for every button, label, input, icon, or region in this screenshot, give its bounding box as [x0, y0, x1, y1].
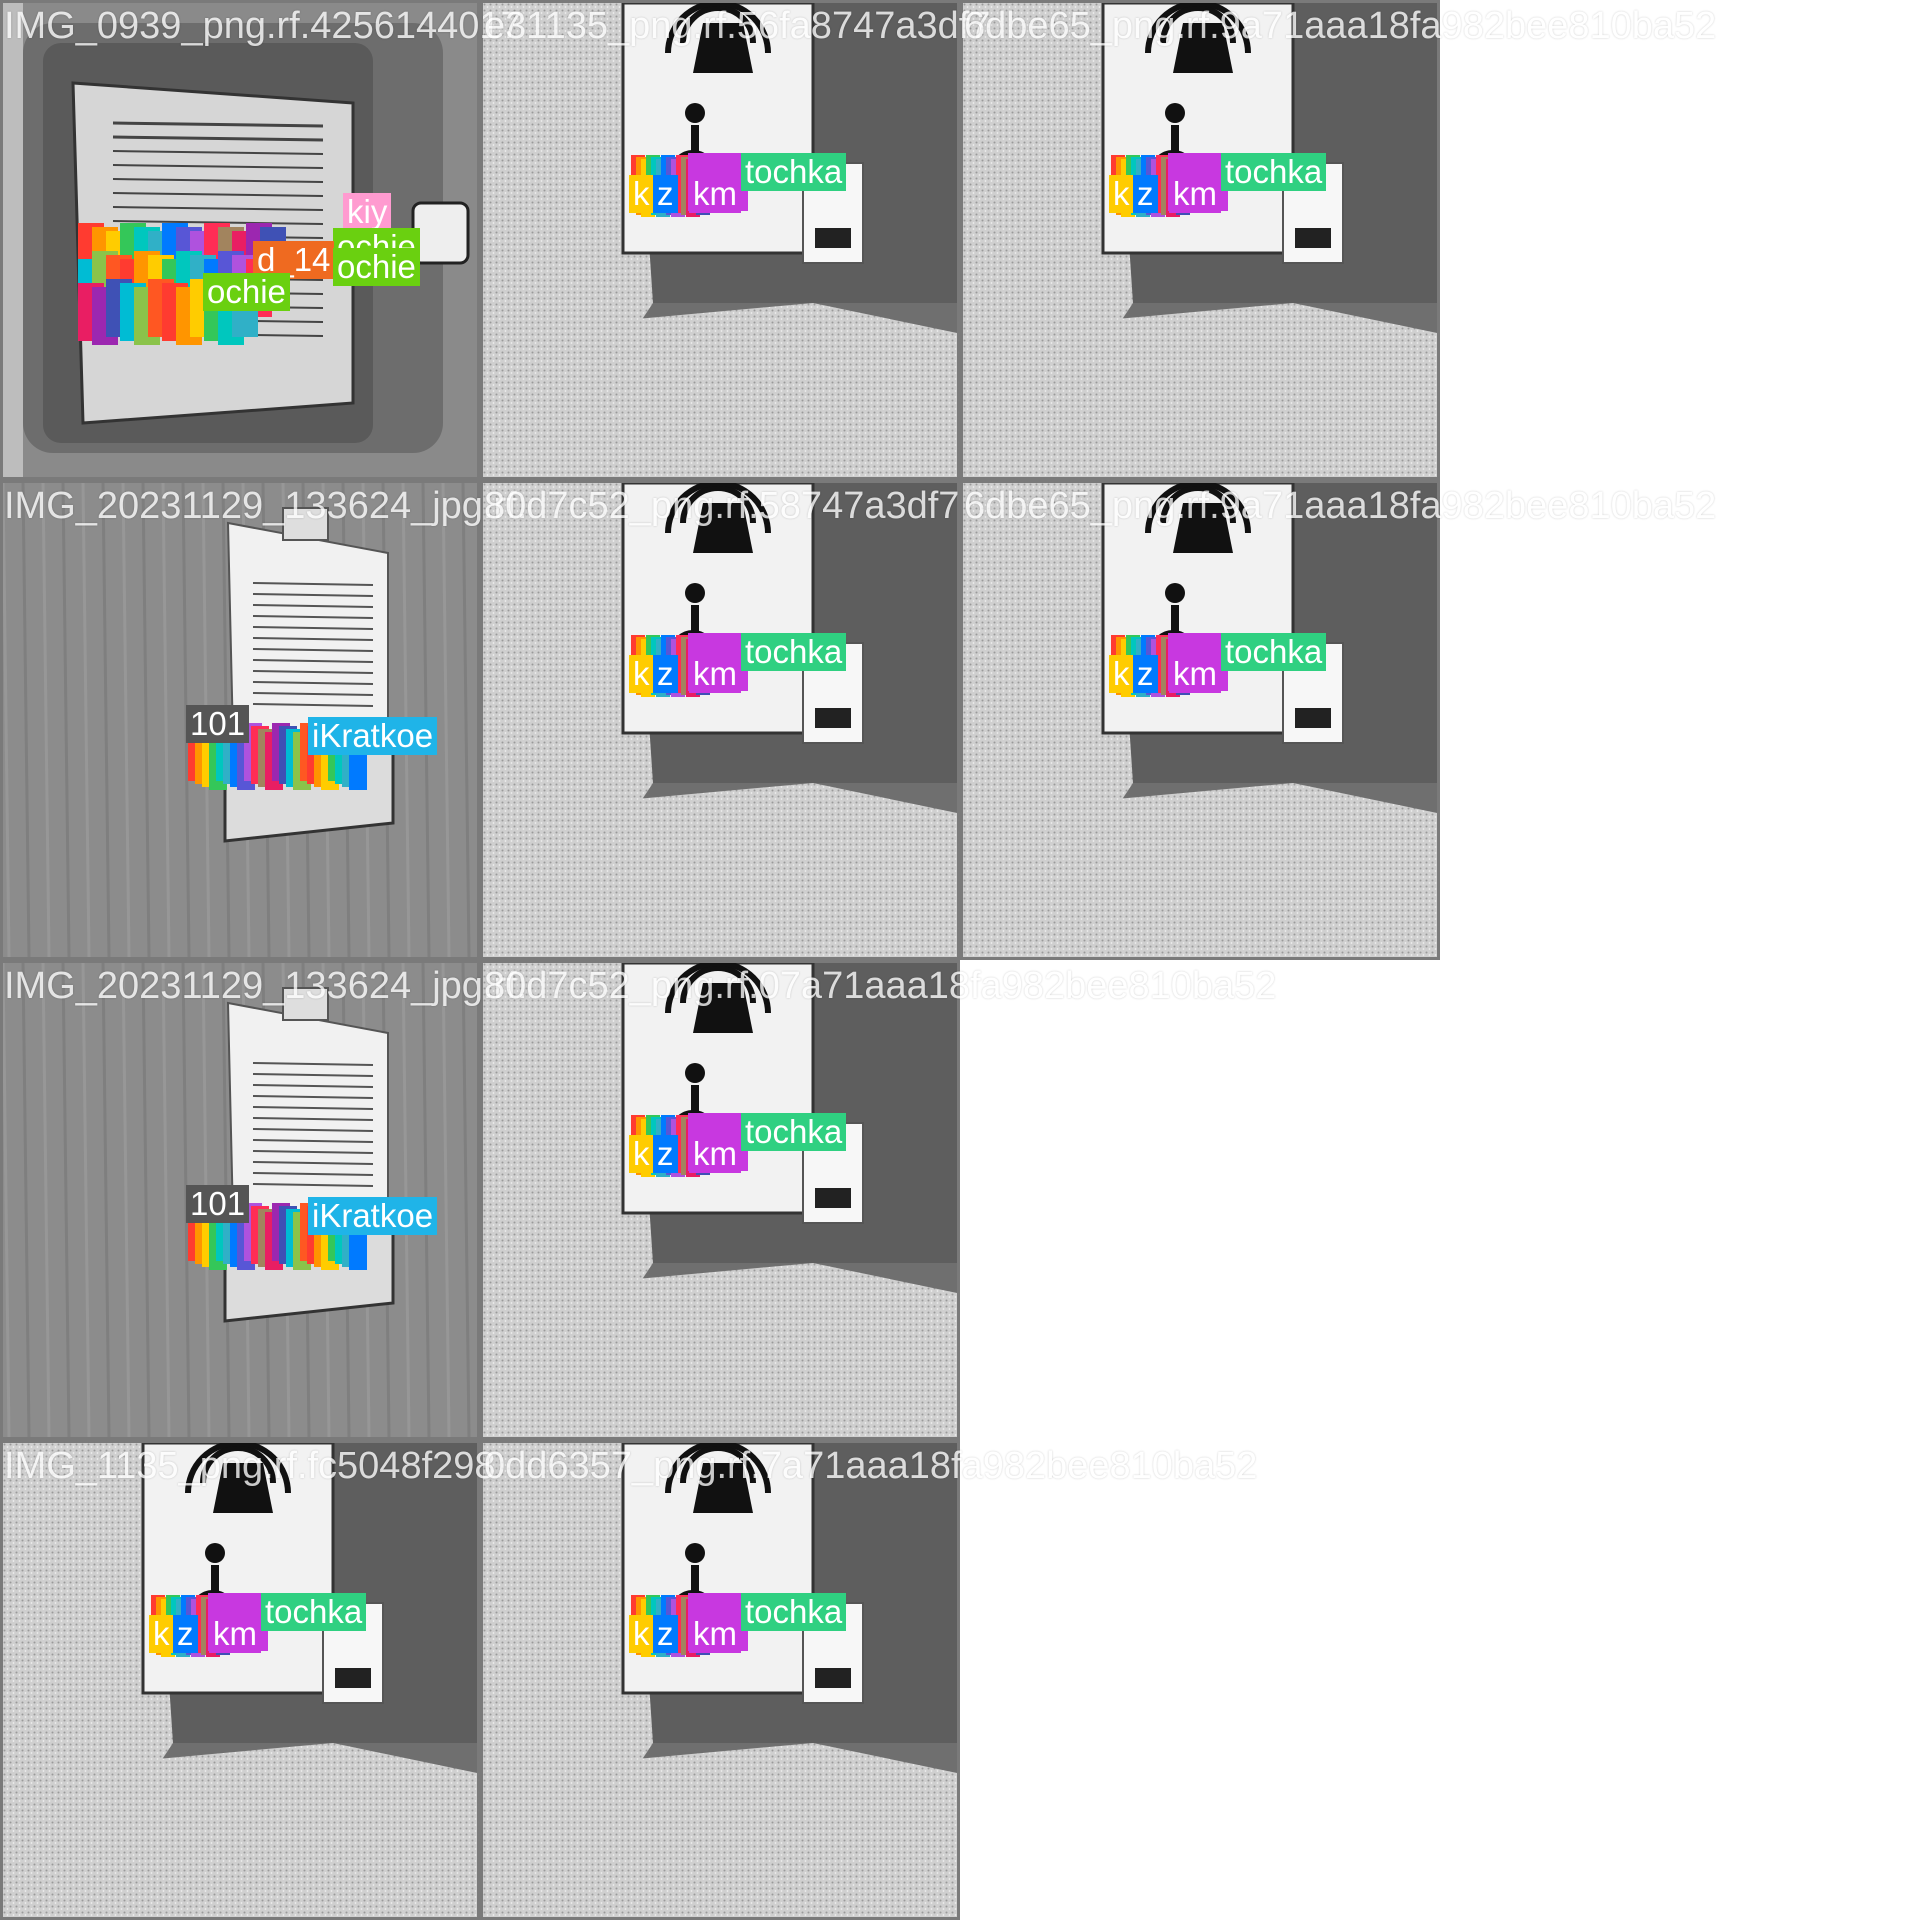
- detection-label-z: z: [653, 655, 678, 693]
- detection-label-room-number: 101: [186, 1185, 250, 1223]
- detection-label-km: km: [209, 1615, 261, 1653]
- image-tile-7: iKratkoe 101: [0, 960, 480, 1440]
- detection-label-tochka: tochka: [1221, 633, 1327, 671]
- detection-overlay: tochka km k z: [963, 483, 1437, 957]
- detection-label-k: k: [1109, 655, 1134, 693]
- tile-caption: e31135_png.rf.56fa8747a3df7: [484, 5, 991, 47]
- tile-caption: 80d7c52_png.rf.58747a3df7: [484, 485, 960, 527]
- detection-label-z: z: [1133, 655, 1158, 693]
- tile-caption: IMG_20231129_133624_jpg.rf.: [4, 965, 528, 1007]
- detection-overlay: iKratkoe 101: [3, 483, 477, 957]
- tile-caption: 80d7c52_png.rf.07a71aaa18fa982bee810ba52: [484, 965, 1277, 1007]
- detection-label-tochka: tochka: [741, 1113, 847, 1151]
- detection-label-z: z: [653, 175, 678, 213]
- detection-label-tochka: tochka: [261, 1593, 367, 1631]
- detection-label-k: k: [629, 1135, 654, 1173]
- detection-label-k: k: [629, 1615, 654, 1653]
- image-tile-10: tochka km k z: [480, 1440, 960, 1920]
- detection-overlay: tochka km k z: [963, 3, 1437, 477]
- detection-label-z: z: [653, 1135, 678, 1173]
- detection-overlay: tochka km k z: [483, 483, 957, 957]
- detection-overlay: tochka km k z: [483, 1443, 957, 1917]
- detection-label-km: km: [1169, 175, 1221, 213]
- detection-label-ikratkoe: iKratkoe: [308, 1197, 438, 1235]
- tile-caption: IMG_1135_png.rf.fc5048f298: [4, 1445, 496, 1487]
- photo-button: [483, 1443, 957, 1917]
- detection-label-z: z: [173, 1615, 198, 1653]
- detection-label-ochie: ochie: [333, 248, 420, 286]
- image-tile-1: kiy ochie d_14 ochie ochie: [0, 0, 480, 480]
- photo-button: [483, 3, 957, 477]
- detection-label-km: km: [689, 655, 741, 693]
- detection-label-z: z: [653, 1615, 678, 1653]
- detection-label-k: k: [1109, 175, 1134, 213]
- detection-overlay: kiy ochie d_14 ochie ochie: [3, 3, 477, 477]
- detection-label-k: k: [149, 1615, 174, 1653]
- detection-label-tochka: tochka: [741, 633, 847, 671]
- image-tile-4: iKratkoe 101: [0, 480, 480, 960]
- image-tile-9: tochka km k z: [0, 1440, 480, 1920]
- detection-label-ochie: ochie: [203, 273, 290, 311]
- detection-label-k: k: [629, 655, 654, 693]
- photo-button: [3, 1443, 477, 1917]
- detection-label-km: km: [689, 1615, 741, 1653]
- detection-label-d14: d_14: [253, 241, 335, 279]
- image-tile-5: tochka km k z: [480, 480, 960, 960]
- tile-caption: 0dd6357_png.rf.7a71aaa18fa982bee810ba52: [484, 1445, 1258, 1487]
- detection-overlay: tochka km k z: [483, 963, 957, 1437]
- detection-label-room-number: 101: [186, 705, 250, 743]
- tile-caption: 6dbe65_png.rf.9a71aaa18fa982bee810ba52: [964, 485, 1717, 527]
- image-tile-8: tochka km k z: [480, 960, 960, 1440]
- detection-overlay: tochka km k z: [483, 3, 957, 477]
- detection-label-z: z: [1133, 175, 1158, 213]
- photo-button: [963, 483, 1437, 957]
- tile-caption: 6dbe65_png.rf.9a71aaa18fa982bee810ba52: [964, 5, 1717, 47]
- image-tile-3: tochka km k z: [960, 0, 1440, 480]
- detection-overlay: iKratkoe 101: [3, 963, 477, 1437]
- detection-label-ikratkoe: iKratkoe: [308, 717, 438, 755]
- detection-label-k: k: [629, 175, 654, 213]
- image-tile-6: tochka km k z: [960, 480, 1440, 960]
- tile-caption: IMG_20231129_133624_jpg.rf.: [4, 485, 528, 527]
- detection-label-tochka: tochka: [741, 153, 847, 191]
- detection-label-km: km: [689, 1135, 741, 1173]
- detection-overlay: tochka km k z: [3, 1443, 477, 1917]
- detection-label-km: km: [689, 175, 741, 213]
- detection-label-tochka: tochka: [741, 1593, 847, 1631]
- detection-label-tochka: tochka: [1221, 153, 1327, 191]
- image-tile-2: tochka km k z: [480, 0, 960, 480]
- tile-caption: IMG_0939_png.rf.4256144017: [4, 5, 522, 47]
- detection-label-km: km: [1169, 655, 1221, 693]
- detection-label-kiy: kiy: [343, 193, 392, 231]
